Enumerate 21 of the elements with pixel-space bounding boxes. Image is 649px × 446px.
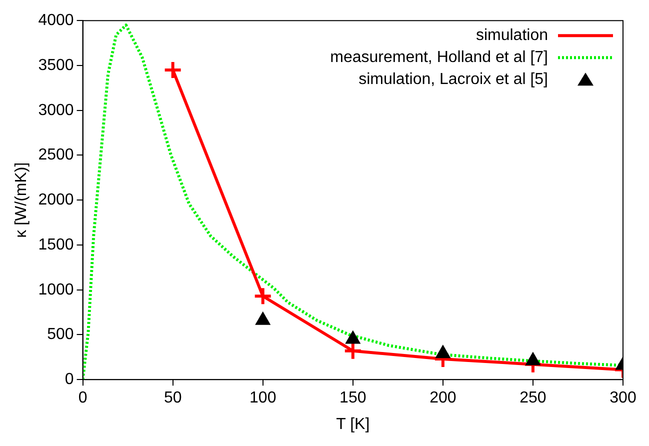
y-tick-label: 3000 xyxy=(38,102,74,119)
x-tick-label: 100 xyxy=(250,390,276,407)
legend-label: measurement, Holland et al [7] xyxy=(330,49,548,66)
y-tick-label: 2500 xyxy=(38,146,74,164)
x-tick-label: 150 xyxy=(340,390,366,407)
y-tick-label: 4000 xyxy=(38,12,74,30)
x-axis-title: T [K] xyxy=(336,416,370,433)
legend-label: simulation xyxy=(476,27,548,44)
x-tick-label: 0 xyxy=(78,390,88,407)
x-tick-label: 50 xyxy=(164,390,182,407)
y-tick-label: 500 xyxy=(47,326,74,344)
x-tick-label: 250 xyxy=(520,390,546,407)
y-tick-label: 2000 xyxy=(38,192,74,209)
legend-label: simulation, Lacroix et al [5] xyxy=(358,71,548,88)
y-axis-title: κ [W/(mK)] xyxy=(13,162,30,238)
x-tick-label: 300 xyxy=(610,390,636,407)
y-tick-label: 1000 xyxy=(38,281,74,298)
y-tick-label: 1500 xyxy=(38,236,74,254)
y-tick-label: 0 xyxy=(64,371,74,388)
y-tick-label: 3500 xyxy=(38,56,74,74)
x-tick-label: 200 xyxy=(430,390,456,407)
